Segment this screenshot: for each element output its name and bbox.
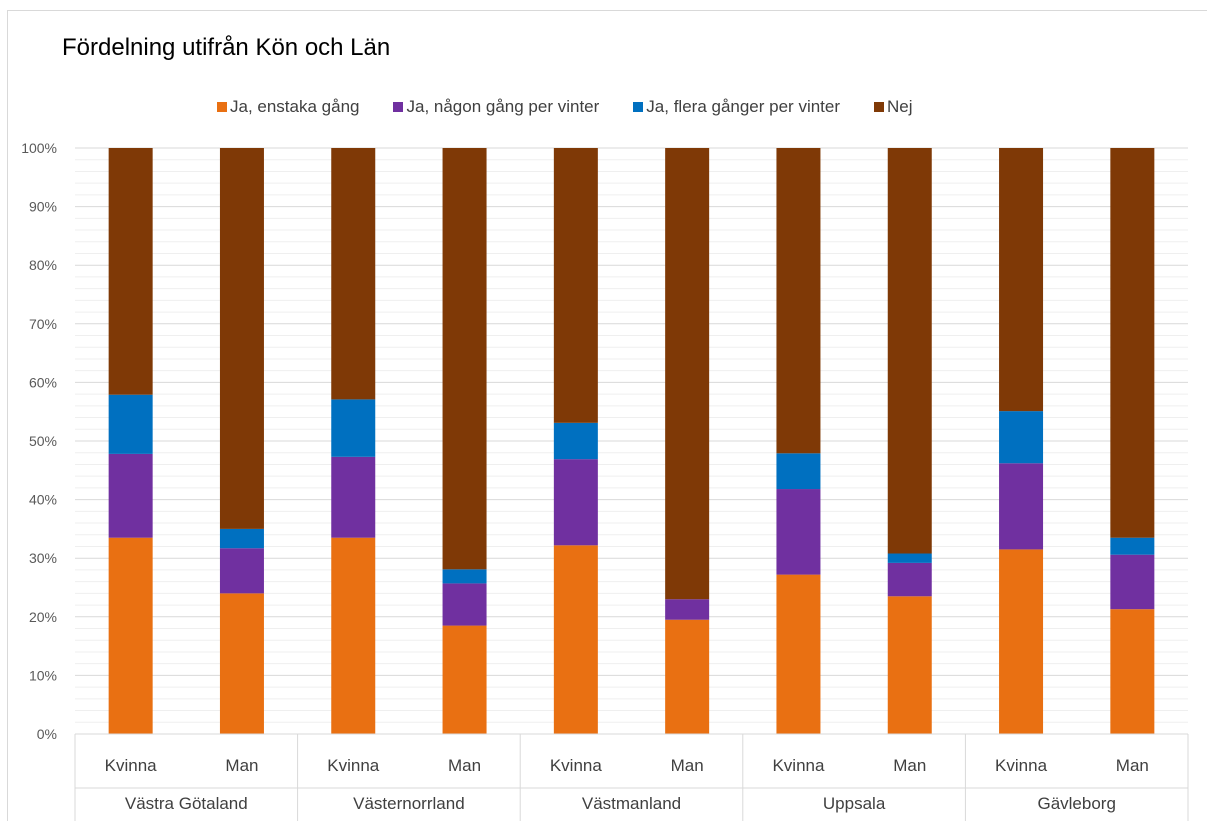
bar-segment [553, 545, 598, 734]
bar-segment [999, 411, 1044, 464]
bar-segment [553, 459, 598, 546]
bar-segment [887, 553, 932, 563]
bar-segment [331, 399, 376, 457]
y-tick-label: 20% [29, 609, 57, 625]
bar-segment [442, 148, 487, 570]
bar-segment [108, 148, 153, 395]
legend: Ja, enstaka gång Ja, någon gång per vint… [217, 96, 947, 118]
bar-segment [999, 148, 1044, 412]
y-tick-label: 40% [29, 492, 57, 508]
legend-label: Nej [887, 97, 913, 116]
bar-segment [553, 422, 598, 460]
bar-segment [442, 569, 487, 584]
bar-segment [665, 148, 710, 600]
bar-segment [776, 489, 821, 575]
bar-segment [331, 148, 376, 400]
legend-swatch [217, 102, 227, 112]
bar-segment [442, 625, 487, 734]
x-tick-label: Man [448, 756, 481, 775]
y-tick-label: 100% [21, 140, 57, 156]
bar-segment [108, 453, 153, 538]
legend-item-ja-nagon-gang: Ja, någon gång per vinter [393, 97, 599, 117]
bar-segment [219, 593, 264, 734]
legend-swatch [874, 102, 885, 112]
y-tick-label: 80% [29, 257, 57, 273]
legend-swatch [393, 102, 404, 112]
x-tick-label: Man [893, 756, 926, 775]
bar-segment [999, 463, 1044, 550]
bar-segment [887, 562, 932, 597]
y-tick-label: 10% [29, 667, 57, 683]
bar-segment [1110, 554, 1155, 610]
x-tick-label: Man [1116, 756, 1149, 775]
x-group-label: Västra Götaland [125, 794, 248, 813]
x-tick-label: Kvinna [995, 756, 1048, 775]
x-tick-label: Kvinna [550, 756, 603, 775]
bar-segment [331, 456, 376, 538]
x-tick-label: Man [671, 756, 704, 775]
x-tick-label: Kvinna [327, 756, 380, 775]
bar-segment [887, 596, 932, 734]
bar-segment [776, 453, 821, 490]
bar-segment [442, 583, 487, 626]
y-tick-label: 60% [29, 374, 57, 390]
x-group-label: Västernorrland [353, 794, 465, 813]
bar-segment [999, 549, 1044, 734]
bar-segment [108, 537, 153, 734]
y-tick-label: 0% [37, 726, 57, 742]
x-tick-label: Kvinna [772, 756, 825, 775]
y-tick-label: 30% [29, 550, 57, 566]
bar-segment [331, 537, 376, 734]
bar-segment [665, 599, 710, 620]
bar-segment [887, 148, 932, 554]
y-tick-label: 70% [29, 316, 57, 332]
bar-segment [219, 528, 264, 549]
legend-label: Ja, enstaka gång [230, 97, 360, 116]
bar-segment [1110, 609, 1155, 734]
chart-frame [7, 10, 1207, 821]
bar-segment [219, 548, 264, 594]
x-group-label: Gävleborg [1037, 794, 1115, 813]
bar-segment [776, 574, 821, 734]
bar-segment [665, 619, 710, 734]
bar-segment [1110, 148, 1155, 538]
chart-title: Fördelning utifrån Kön och Län [62, 34, 391, 61]
bar-segment [108, 394, 153, 454]
legend-label: Ja, flera gånger per vinter [646, 97, 841, 116]
legend-swatch [633, 102, 644, 112]
legend-label: Ja, någon gång per vinter [406, 97, 600, 116]
bar-segment [219, 148, 264, 529]
x-tick-label: Kvinna [105, 756, 158, 775]
x-group-label: Västmanland [582, 794, 681, 813]
y-tick-label: 90% [29, 199, 57, 215]
bar-segment [553, 148, 598, 423]
x-group-label: Uppsala [823, 794, 886, 813]
legend-item-nej: Nej [874, 97, 913, 117]
x-tick-label: Man [225, 756, 258, 775]
legend-item-ja-flera-ganger: Ja, flera gånger per vinter [633, 97, 840, 117]
bar-segment [776, 148, 821, 454]
bar-segment [1110, 537, 1155, 555]
y-tick-label: 50% [29, 433, 57, 449]
legend-item-ja-enstaka: Ja, enstaka gång [217, 97, 359, 117]
